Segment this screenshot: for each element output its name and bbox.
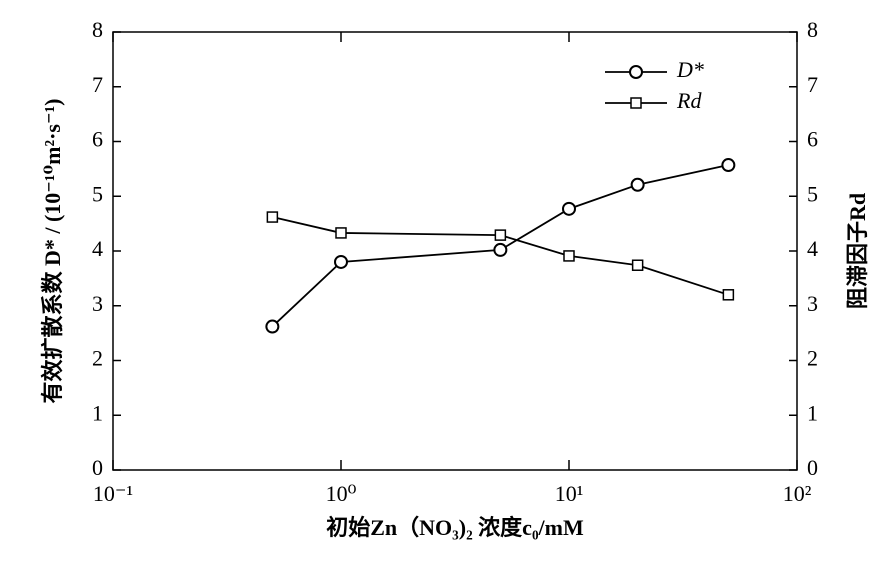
y2-tick-label: 6 xyxy=(807,127,818,152)
marker xyxy=(493,242,508,257)
y2-tick-label: 0 xyxy=(807,455,818,480)
y-tick-label: 8 xyxy=(92,17,103,42)
x-axis-label: 初始Zn（NO₃)₂ 浓度c₀/mM xyxy=(326,515,584,540)
y2-tick-label: 5 xyxy=(807,181,818,206)
y2-tick-label: 1 xyxy=(807,400,818,425)
y-tick-label: 0 xyxy=(92,455,103,480)
legend-label: Rd xyxy=(676,88,702,113)
y2-axis-label: 阻滞因子Rd xyxy=(845,193,870,309)
x-tick-label: 10⁰ xyxy=(326,481,357,506)
y2-tick-label: 7 xyxy=(807,72,818,97)
y-tick-label: 3 xyxy=(92,291,103,316)
y-tick-label: 6 xyxy=(92,127,103,152)
y2-tick-label: 2 xyxy=(807,346,818,371)
marker xyxy=(629,65,643,79)
y-tick-label: 1 xyxy=(92,400,103,425)
y-tick-label: 2 xyxy=(92,346,103,371)
x-tick-label: 10⁻¹ xyxy=(93,481,133,506)
marker xyxy=(334,254,348,269)
marker xyxy=(266,211,279,223)
marker xyxy=(265,319,280,334)
y-axis-label: 有效扩散系数 D* / (10⁻¹⁰m²·s⁻¹) xyxy=(40,98,65,403)
marker xyxy=(562,201,576,216)
legend-label: D* xyxy=(676,57,704,82)
marker xyxy=(335,227,347,239)
series-line xyxy=(271,164,729,328)
x-tick-label: 10¹ xyxy=(555,481,584,506)
marker xyxy=(563,250,575,262)
y2-tick-label: 3 xyxy=(807,291,818,316)
y-tick-label: 7 xyxy=(92,72,103,97)
marker xyxy=(630,177,645,192)
y-tick-label: 4 xyxy=(92,236,103,261)
y2-tick-label: 8 xyxy=(807,17,818,42)
marker xyxy=(630,97,642,109)
x-tick-label: 10² xyxy=(783,481,812,506)
series-line xyxy=(272,216,729,296)
marker xyxy=(722,289,735,301)
y2-tick-label: 4 xyxy=(807,236,818,261)
marker xyxy=(494,229,507,241)
marker xyxy=(631,259,644,271)
y-tick-label: 5 xyxy=(92,181,103,206)
marker xyxy=(721,158,736,173)
